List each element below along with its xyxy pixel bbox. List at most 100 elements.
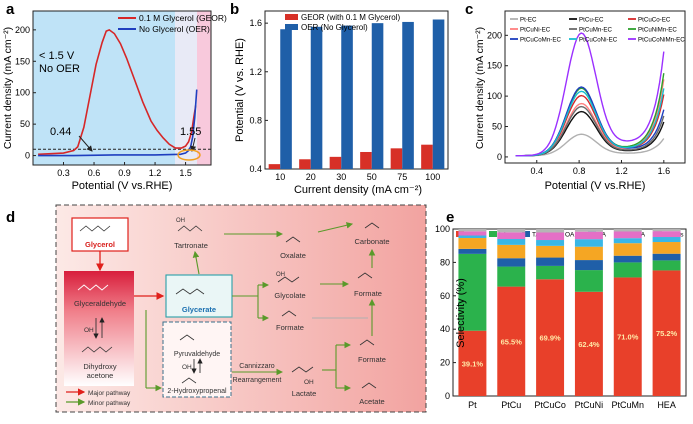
- data-label-e: 65.5%: [501, 337, 523, 346]
- stack-segment-fa: [613, 238, 642, 244]
- oxalate-text: Oxalate: [280, 251, 306, 260]
- stack-segment-oa: [574, 246, 603, 261]
- stack-segment-fa: [536, 240, 565, 246]
- bar-geor: [390, 148, 403, 169]
- stack-segment-gca: [574, 231, 603, 240]
- legend-major-text: Major pathway: [88, 390, 131, 397]
- stack-segment-fa: [652, 237, 681, 243]
- legend-b: GEOR (with 0.1 M Glycerol) OER (No Glyce…: [285, 13, 400, 32]
- panel-b-label: b: [230, 1, 239, 18]
- arrow-oxalate-carbonate: [317, 222, 354, 233]
- y-tick-label-e: 0: [445, 391, 450, 401]
- oh-label-5: OH: [276, 272, 285, 278]
- x-tick-label-a: 0.3: [57, 168, 70, 178]
- legend-text-c: PtCuNi-EC: [520, 27, 551, 34]
- stack-segment-gca: [536, 232, 565, 241]
- dihydroxy-text-1: Dihydroxy: [83, 362, 117, 371]
- stack-segment-fa: [497, 239, 526, 245]
- legend-text-c: PtCuCoMn-EC: [520, 37, 561, 44]
- legend-text-c: PtCuNiMn-EC: [638, 27, 677, 34]
- bar-geor: [268, 164, 281, 169]
- data-label-e: 75.2%: [656, 329, 678, 338]
- oxalate-structure: [285, 236, 301, 243]
- stack-segment-la: [574, 270, 603, 292]
- panel-e-label: e: [446, 209, 454, 226]
- formate-c-structure: [359, 339, 375, 346]
- x-axis-title-c: Potential (V vs.RHE): [545, 180, 646, 192]
- y-axis-title-e: Selectivity (%): [455, 278, 467, 348]
- panel-b: b 0.4 0.8 1.2 1.6 10 20 30 50 75 100 GEOR (with 0…: [230, 1, 449, 196]
- legend-text-geor-b: GEOR (with 0.1 M Glycerol): [301, 13, 400, 22]
- bar-oer: [371, 23, 384, 170]
- stack-segment-ta: [613, 255, 642, 263]
- y-tick-label-a: 150: [15, 56, 30, 66]
- bar-oer: [341, 25, 353, 170]
- panel-d-label: d: [6, 209, 15, 226]
- x-tick-label-b: 50: [367, 172, 377, 182]
- y-tick-label-e: 100: [435, 224, 450, 234]
- bar-geor: [299, 159, 311, 169]
- stack-segment-ta: [497, 258, 526, 267]
- dihydroxy-text-2: acetone: [87, 371, 114, 380]
- legend-text-geor: 0.1 M Glycerol (GEOR): [139, 13, 227, 23]
- oh-label-4: OH: [176, 218, 185, 224]
- y-axis-title-a: Current density (mA cm⁻²): [2, 27, 14, 149]
- glycerol-structure: [79, 225, 111, 232]
- legend-swatch-geor-b: [285, 14, 298, 20]
- plot-area-b: 0.4 0.8 1.2 1.6 10 20 30 50 75 100: [249, 18, 445, 182]
- cannizzaro-text: Cannizzaro: [239, 363, 275, 370]
- panel-e: e GLYALATAOAFAGCAOthers 02040608010039.1…: [435, 209, 687, 410]
- hydroxypropenal-text: 2-Hydroxypropenal: [167, 388, 227, 395]
- y-tick-label-c: 50: [492, 122, 502, 132]
- panel-a: a 0.3 0.6 0.9 1.2 1.5 0 50 100 150 200 < 1.5 V No…: [2, 1, 227, 192]
- x-tick-label-e: PtCuCo: [534, 400, 566, 410]
- bar-oer: [432, 19, 445, 170]
- oer-region: [197, 11, 211, 165]
- lactate-structure: [291, 366, 314, 373]
- legend-a: 0.1 M Glycerol (GEOR) No Glycerol (OER): [118, 13, 227, 34]
- glycerate-structure: [175, 288, 205, 295]
- glycerol-text: Glycerol: [85, 240, 115, 249]
- oh-label-2: OH: [182, 364, 192, 371]
- stack-segment-gca: [497, 232, 526, 240]
- y-tick-label-c: 200: [487, 30, 502, 40]
- stack-segment-others: [652, 229, 681, 232]
- x-tick-label-b: 30: [336, 172, 346, 182]
- y-tick-label-b: 1.6: [249, 18, 262, 28]
- x-tick-label-e: Pt: [468, 400, 477, 410]
- stack-segment-la: [536, 265, 565, 280]
- x-tick-label-a: 1.2: [149, 168, 162, 178]
- stack-segment-others: [613, 229, 642, 232]
- stack-segment-la: [652, 260, 681, 271]
- series-line-c-8: [515, 32, 665, 157]
- bar-geor: [421, 144, 433, 169]
- bar-oer: [280, 29, 292, 169]
- glyceraldehyde-text: Glyceraldehyde: [74, 299, 126, 308]
- series-line-a-1: [38, 89, 198, 157]
- plot-area-e: 0 20 40 60 80 100 39.1% Pt 65.5% PtCu 69.9% PtCuCo 6…: [435, 224, 681, 410]
- x-tick-label-b: 75: [397, 172, 407, 182]
- y-tick-label-a: 0: [25, 151, 30, 161]
- glycerol-box: [71, 217, 129, 252]
- stack-segment-la: [613, 262, 642, 278]
- no-oer-region: [33, 11, 175, 165]
- y-tick-label-e: 40: [440, 324, 450, 334]
- plot-frame-b: [264, 10, 449, 170]
- y-tick-label-c: 100: [487, 91, 502, 101]
- onset-oer-arrow: [190, 137, 197, 152]
- oh-label-3: OH: [304, 379, 314, 386]
- stack-segment-ta: [536, 257, 565, 266]
- lactate-text: Lactate: [292, 389, 317, 398]
- x-tick-label-b: 10: [275, 172, 285, 182]
- glycolate-structure: [277, 276, 300, 283]
- glycolate-text: Glycolate: [274, 291, 305, 300]
- legend-text-c: PtCu-EC: [579, 17, 604, 24]
- y-tick-label-a: 200: [15, 25, 30, 35]
- y-tick-label-a: 100: [15, 88, 30, 98]
- legend-text-c: PtCuCoNi-EC: [579, 37, 618, 44]
- stack-segment-others: [497, 229, 526, 233]
- x-tick-label-b: 100: [425, 172, 440, 182]
- formate-c-text: Formate: [358, 355, 386, 364]
